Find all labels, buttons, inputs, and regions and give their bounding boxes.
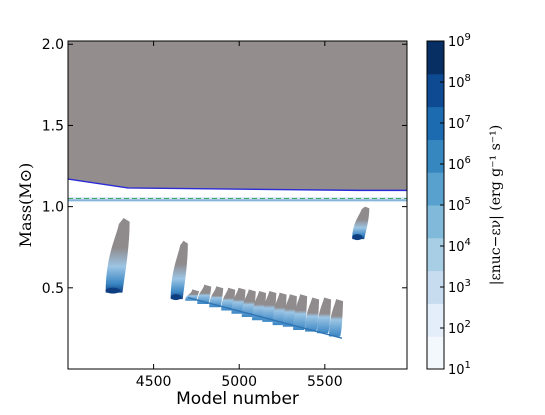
minor-flash-8 xyxy=(262,291,277,322)
colorbar-tick-label: 104 xyxy=(448,237,471,255)
colorbar-tick-label: 108 xyxy=(448,73,471,91)
flash-2-base xyxy=(170,294,181,301)
colorbar-tick-label: 107 xyxy=(448,114,471,132)
colorbar-label: |εnuc−εν| (erg g⁻¹ s⁻¹) xyxy=(488,125,504,285)
minor-flash-3 xyxy=(209,286,224,308)
y-tick-label: 1.0 xyxy=(42,200,64,216)
envelope-boundary-line xyxy=(68,178,407,192)
colorbar-tick-label: 105 xyxy=(448,196,471,214)
y-axis-ticks: 0.5 1.0 1.5 2.0 xyxy=(42,37,407,297)
x-tick-label: 5500 xyxy=(307,374,343,390)
colorbar-tick-label: 102 xyxy=(448,319,471,337)
x-axis-ticks: 4500 5000 5500 xyxy=(136,41,343,390)
flash-2 xyxy=(170,240,188,300)
flash-1 xyxy=(105,217,130,293)
convective-envelope-region xyxy=(68,41,407,191)
y-tick-label: 1.5 xyxy=(42,118,64,134)
colorbar-level-5 xyxy=(427,205,444,239)
minor-flash-6 xyxy=(241,289,256,318)
plot-frame xyxy=(67,40,408,370)
minor-flash-11 xyxy=(293,294,308,331)
colorbar-tick-label: 106 xyxy=(448,155,471,173)
y-tick-label: 0.5 xyxy=(42,281,64,297)
colorbar-level-6 xyxy=(427,172,444,206)
minor-flash-13 xyxy=(317,297,332,334)
colorbar-level-9 xyxy=(427,73,444,108)
colorbar-tick-label: 101 xyxy=(448,360,471,378)
colorbar-level-1 xyxy=(427,336,444,370)
minor-flash-2 xyxy=(197,284,212,305)
flash-3 xyxy=(352,206,370,240)
minor-flash-5 xyxy=(231,287,246,314)
minor-flash-9 xyxy=(272,292,287,326)
colorbar-level-4 xyxy=(427,237,444,272)
minor-flash-7 xyxy=(252,291,267,321)
minor-flash-4 xyxy=(221,287,236,311)
flash-1-base xyxy=(105,287,121,294)
colorbar-level-3 xyxy=(427,270,444,304)
colorbar: 101 102 103 104 105 106 107 108 109 xyxy=(426,32,471,378)
minor-flash-10 xyxy=(282,294,297,327)
flash-front-line xyxy=(187,296,343,339)
plot-area xyxy=(68,41,407,339)
colorbar-level-7 xyxy=(427,139,444,173)
minor-flash-14 xyxy=(329,299,344,337)
colorbar-level-2 xyxy=(427,303,444,337)
colorbar-tick-label: 109 xyxy=(448,32,471,50)
x-axis-label: Model number xyxy=(176,389,299,409)
flash-3-base xyxy=(352,234,363,241)
x-tick-label: 4500 xyxy=(136,374,172,390)
y-axis-label: Mass(M⊙) xyxy=(16,163,35,248)
minor-flash-12 xyxy=(305,297,320,332)
colorbar-tick-label: 103 xyxy=(448,278,471,296)
colorbar-level-8 xyxy=(427,106,444,140)
y-tick-label: 2.0 xyxy=(42,37,64,53)
colorbar-level-10 xyxy=(427,41,444,75)
x-tick-label: 5000 xyxy=(221,374,257,390)
